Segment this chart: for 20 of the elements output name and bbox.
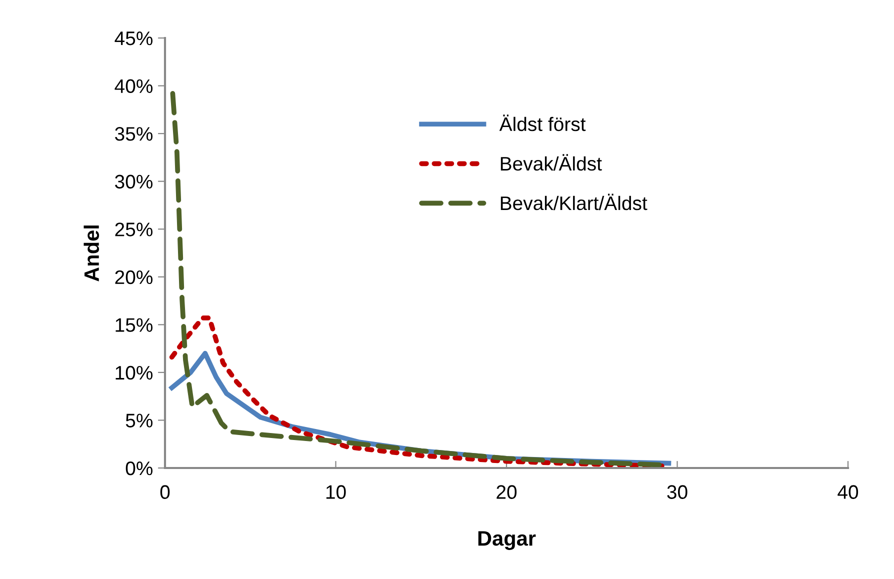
- x-tick-label: 10: [326, 485, 346, 499]
- x-axis-title: Dagar: [478, 531, 536, 550]
- y-tick-label: 0%: [126, 461, 153, 476]
- legend-label: Bevak/Klart/Äldst: [500, 194, 648, 210]
- y-tick-label: 15%: [116, 318, 153, 332]
- legend-label: Bevak/Äldst: [500, 154, 602, 171]
- y-tick-label: 45%: [114, 32, 153, 46]
- y-tick-label: 10%: [116, 366, 153, 380]
- x-tick-label: 0: [160, 485, 170, 499]
- x-tick-label: 40: [838, 485, 858, 499]
- y-tick-label: 5%: [126, 414, 153, 428]
- y-tick-label: 30%: [115, 174, 153, 189]
- y-tick-label: 35%: [115, 127, 153, 141]
- y-tick-label: 20%: [115, 270, 153, 284]
- y-tick-label: 40%: [114, 79, 153, 94]
- x-tick-label: 20: [496, 485, 517, 499]
- legend-label: Äldst först: [499, 114, 586, 132]
- y-axis-title: Andel: [84, 226, 100, 282]
- y-tick-label: 25%: [115, 222, 153, 236]
- x-tick-label: 30: [667, 485, 688, 499]
